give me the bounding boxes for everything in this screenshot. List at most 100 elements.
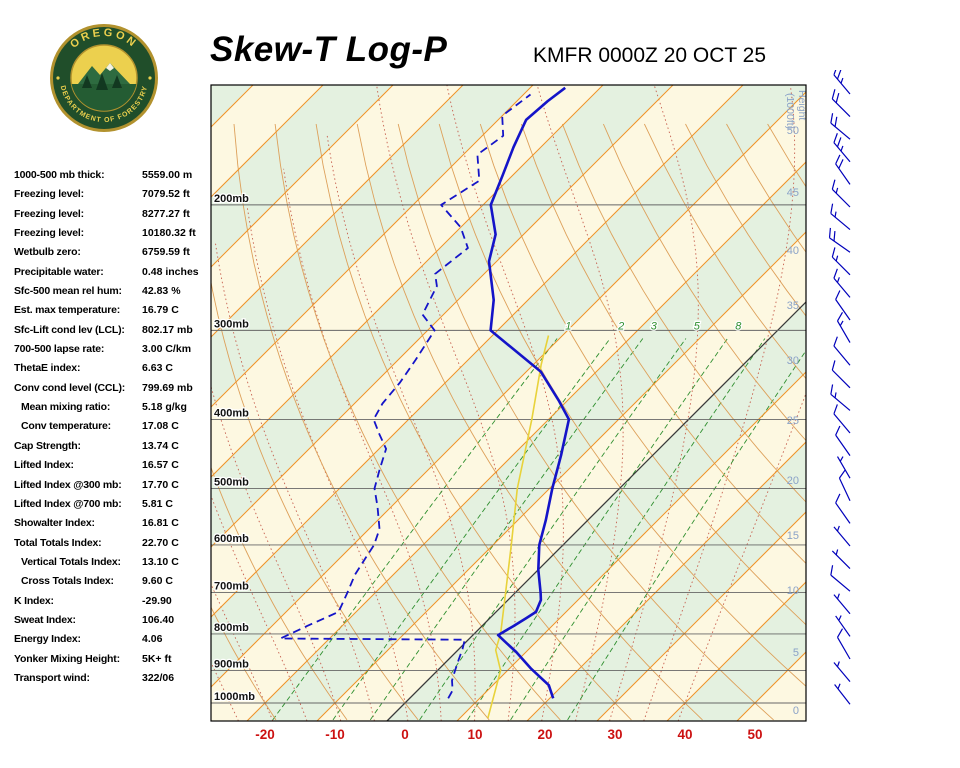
index-value: 22.70 C: [142, 536, 179, 549]
index-value: 42.83 %: [142, 285, 181, 298]
index-value: 10180.32 ft: [142, 227, 196, 240]
height-label: 5: [793, 647, 799, 659]
pressure-label: 500mb: [214, 476, 249, 488]
index-label: Lifted Index @700 mb:: [14, 497, 122, 510]
wind-barb: [835, 493, 851, 524]
mixing-ratio-lines: [272, 338, 806, 721]
wind-barb: [836, 628, 851, 660]
wind-barb: [838, 469, 851, 502]
page-title: Skew-T Log-P: [210, 30, 448, 69]
height-label: 0: [793, 705, 799, 717]
wind-barb: [834, 683, 851, 705]
mixing-ratio-label: 5: [694, 320, 701, 332]
height-label: 40: [787, 245, 799, 257]
station-id-line: KMFR 0000Z 20 OCT 25: [533, 44, 767, 67]
logo-dot: [56, 76, 60, 80]
index-value: 17.08 C: [142, 420, 179, 433]
wind-barb: [831, 179, 851, 208]
x-tick-label: 20: [537, 727, 552, 742]
index-value: 16.57 C: [142, 459, 179, 472]
x-tick-label: 40: [677, 727, 692, 742]
mixing-ratio-label: 1: [565, 320, 571, 332]
index-value: 6759.59 ft: [142, 246, 190, 259]
index-value: 5.81 C: [142, 497, 173, 510]
height-label: 30: [787, 355, 799, 367]
index-label: Est. max temperature:: [14, 304, 121, 317]
index-label: Sfc-500 mean rel hum:: [14, 285, 122, 298]
height-label: 20: [787, 475, 799, 487]
pressure-label: 200mb: [214, 193, 249, 205]
index-value: 5.18 g/kg: [142, 401, 187, 414]
index-label: Lifted Index:: [14, 459, 74, 472]
wind-barb: [833, 133, 851, 163]
index-label: ThetaE index:: [14, 362, 81, 375]
index-label: Freezing level:: [14, 207, 84, 220]
height-label: 25: [787, 415, 799, 427]
index-value: 106.40: [142, 613, 175, 626]
index-value: 3.00 C/km: [142, 343, 192, 356]
index-row: Est. max temperature: 16.79 C: [14, 302, 210, 321]
wind-barb: [830, 113, 851, 140]
index-row: Mean mixing ratio: 5.18 g/kg: [14, 399, 210, 418]
wind-barb: [833, 65, 851, 95]
dewpoint-trace: [279, 93, 532, 699]
index-row: Conv temperature: 17.08 C: [14, 418, 210, 437]
index-label: Transport wind:: [14, 671, 90, 684]
index-label: Mean mixing ratio:: [21, 401, 111, 414]
mixing-ratio-label: 3: [651, 320, 658, 332]
logo-tree-icon: [96, 73, 108, 90]
height-label: 15: [787, 530, 799, 542]
parcel-trace: [487, 335, 550, 719]
height-label: 35: [787, 300, 799, 312]
temperature-trace: [487, 86, 571, 699]
index-row: Freezing level: 7079.52 ft: [14, 186, 210, 205]
skew-t-chart-svg: 1 2 3 5 8200mb300mb400mb500mb600mb700mb800mb…: [210, 84, 808, 742]
wind-barb: [836, 311, 851, 343]
index-value: 16.81 C: [142, 517, 179, 530]
index-label: Conv temperature:: [21, 420, 111, 433]
index-label: Freezing level:: [14, 188, 84, 201]
index-row: Energy Index: 4.06: [14, 631, 210, 650]
index-label: Wetbulb zero:: [14, 246, 81, 259]
index-value: 5K+ ft: [142, 652, 172, 665]
index-row: Cap Strength: 13.74 C: [14, 438, 210, 457]
index-label: Sweat Index:: [14, 613, 76, 626]
index-label: Conv cond level (CCL):: [14, 381, 126, 394]
index-row: Conv cond level (CCL): 799.69 mb: [14, 380, 210, 399]
skew-t-chart: 1 2 3 5 8 200mb 300mb 400mb 500mb 600mb 700mb 800mb…: [210, 84, 808, 746]
index-row: Cross Totals Index: 9.60 C: [14, 573, 210, 592]
index-row: Lifted Index @700 mb: 5.81 C: [14, 496, 210, 515]
index-value: 13.74 C: [142, 439, 179, 452]
x-tick-label: -10: [325, 727, 345, 742]
pressure-label: 800mb: [214, 622, 249, 634]
pressure-label: 300mb: [214, 318, 249, 330]
wind-barb: [831, 89, 851, 118]
index-value: 5559.00 m: [142, 169, 193, 181]
wind-barb: [830, 384, 851, 411]
index-value: 322/06: [142, 671, 175, 684]
dry-adiabats: [211, 123, 806, 721]
index-row: ThetaE index: 6.63 C: [14, 360, 210, 379]
wind-barb: [835, 154, 851, 185]
pressure-label: 1000mb: [214, 691, 255, 703]
index-label: Cap Strength:: [14, 439, 81, 452]
x-tick-label: -20: [255, 727, 275, 742]
index-label: Energy Index:: [14, 633, 81, 646]
index-value: 13.10 C: [142, 555, 179, 568]
mixing-ratio-label: 2: [617, 320, 624, 332]
odf-logo: OREGON DEPARTMENT OF FORESTRY: [48, 22, 160, 134]
wind-barb: [835, 425, 851, 456]
pressure-label: 900mb: [214, 658, 249, 670]
wind-barb: [833, 593, 851, 615]
index-row: Wetbulb zero: 6759.59 ft: [14, 244, 210, 263]
index-label: 1000-500 mb thick:: [14, 169, 105, 181]
svg-text:Height: Height: [796, 90, 807, 120]
x-tick-label: 30: [607, 727, 622, 742]
index-label: Yonker Mixing Height:: [14, 652, 120, 665]
index-label: Precipitable water:: [14, 265, 104, 278]
svg-text:(1000ft): (1000ft): [784, 93, 796, 129]
logo-snowcap: [106, 63, 114, 71]
moist-adiabats: [211, 85, 806, 721]
wind-barb: [836, 456, 851, 479]
wind-barb: [831, 549, 851, 570]
